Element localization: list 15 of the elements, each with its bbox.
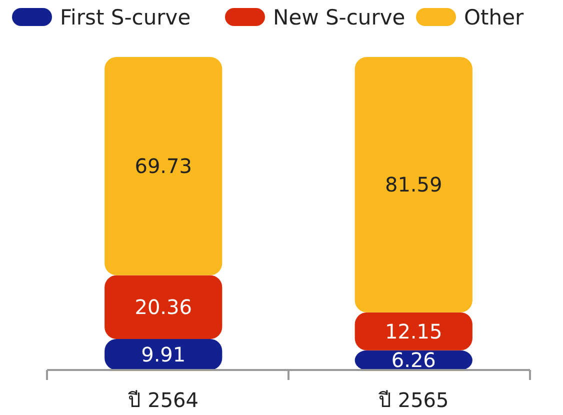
legend-label: First S-curve bbox=[60, 5, 191, 30]
data-label: 81.59 bbox=[384, 172, 442, 197]
data-label: 6.26 bbox=[391, 348, 436, 372]
x-tick-label: ปี 2564 bbox=[128, 388, 199, 412]
bar bbox=[354, 57, 472, 312]
x-tick-label: ปี 2565 bbox=[378, 388, 449, 412]
bar bbox=[354, 312, 472, 350]
data-label: 20.36 bbox=[134, 295, 192, 320]
data-label: 12.15 bbox=[384, 319, 442, 344]
legend-label: Other bbox=[464, 5, 524, 30]
bar bbox=[104, 57, 222, 276]
data-label: 9.91 bbox=[141, 342, 186, 366]
legend-label: New S-curve bbox=[273, 5, 406, 30]
data-label: 69.73 bbox=[134, 154, 192, 178]
bar bbox=[104, 275, 222, 339]
